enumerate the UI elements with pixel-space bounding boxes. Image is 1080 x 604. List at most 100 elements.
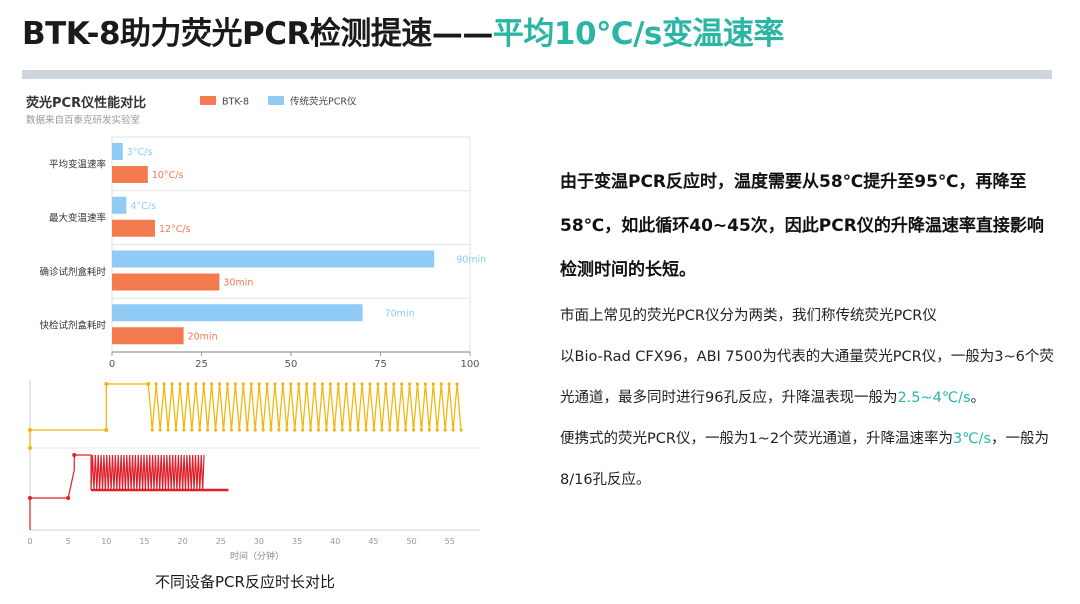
trace-point <box>309 428 313 432</box>
trace-point <box>28 446 32 450</box>
time-tick-label: 35 <box>292 537 302 546</box>
portable-text: 便携式的荧光PCR仪，一般为1~2个荧光通道，升降温速率为 <box>560 431 954 447</box>
trace-point <box>451 428 455 432</box>
traditional-end: 。 <box>970 390 986 406</box>
trace-point <box>447 382 451 386</box>
header-divider <box>22 70 1052 79</box>
trace-point <box>305 382 309 386</box>
bar <box>112 327 184 345</box>
trace-point <box>439 382 443 386</box>
trace-point <box>253 428 257 432</box>
traditional-text: 以Bio-Rad CFX96，ABI 7500为代表的大通量荧光PCR仪，一般为… <box>560 349 1054 406</box>
bar <box>112 273 220 291</box>
trace-point <box>312 382 317 386</box>
trace-point <box>400 382 404 386</box>
trace-point <box>72 453 77 457</box>
trace-point <box>388 428 392 432</box>
trace-point <box>154 382 158 386</box>
bar-value-label: 30min <box>223 278 253 289</box>
trace-point <box>198 428 202 432</box>
trace-point <box>435 428 439 432</box>
x-tick-label: 0 <box>109 359 115 370</box>
time-tick-label: 40 <box>330 537 340 546</box>
legend-label-1: 传统荧光PCR仪 <box>290 96 357 108</box>
trace-point <box>411 428 416 432</box>
trace-point <box>316 428 321 432</box>
legend-label-0: BTK-8 <box>222 97 249 108</box>
trace-point <box>281 382 285 386</box>
trace-point <box>265 382 269 386</box>
trace-point <box>419 428 424 432</box>
time-axis-label: 时间（分钟） <box>230 550 284 562</box>
trace-point <box>360 382 364 386</box>
trace-point <box>182 428 186 432</box>
trace-point <box>443 428 447 432</box>
trace-point <box>233 382 237 386</box>
paragraph-types: 市面上常见的荧光PCR仪分为两类，我们称传统荧光PCR仪 <box>560 308 937 324</box>
paragraph-traditional: 以Bio-Rad CFX96，ABI 7500为代表的大通量荧光PCR仪，一般为… <box>560 337 1060 419</box>
trace-point <box>340 428 344 432</box>
temperature-trace <box>29 454 205 530</box>
trace-point <box>328 382 332 386</box>
trace-point <box>162 382 166 386</box>
bar <box>112 219 155 237</box>
trace-point <box>257 382 261 386</box>
trace-point <box>324 428 329 432</box>
trace-point <box>392 382 396 386</box>
trace-point <box>202 382 206 386</box>
description-text: 由于变温PCR反应时，温度需要从58℃提升至95℃，再降至58℃，如此循环40~… <box>560 160 1060 501</box>
bar-value-label: 12°C/s <box>159 224 191 235</box>
trace-point <box>372 428 376 432</box>
bar <box>112 250 435 268</box>
trace-point <box>178 382 182 386</box>
trace-point <box>221 428 226 432</box>
trace-point <box>396 428 400 432</box>
time-tick-label: 5 <box>66 537 71 546</box>
trace-point <box>28 496 32 500</box>
trace-point <box>431 382 435 386</box>
trace-point <box>66 496 71 500</box>
trace-point <box>404 428 408 432</box>
trace-point <box>104 428 109 432</box>
time-tick-label: 0 <box>27 537 32 546</box>
bar-value-label: 90min <box>456 255 486 266</box>
time-tick-label: 50 <box>406 537 416 546</box>
time-tick-label: 25 <box>216 537 226 546</box>
time-tick-label: 15 <box>139 537 149 546</box>
temperature-trace <box>29 383 462 448</box>
bar-value-label: 4°C/s <box>130 201 156 212</box>
trace-point <box>273 382 277 386</box>
trace-point <box>289 382 293 386</box>
bar-value-label: 10°C/s <box>152 170 184 181</box>
temperature-cycle-chart: 0 5 10 15 20 25 30 35 40 45 50 55 时间（分钟） <box>27 380 480 562</box>
time-tick-label: 20 <box>178 537 188 546</box>
title-accent: 平均10℃/s变温速率 <box>492 16 784 52</box>
trace-point <box>104 382 109 386</box>
time-tick-label: 30 <box>254 537 264 546</box>
category-label: 平均变温速率 <box>49 158 107 170</box>
trace-point <box>380 428 384 432</box>
time-tick-label: 45 <box>368 537 378 546</box>
trace-point <box>297 382 301 386</box>
bar <box>112 143 123 160</box>
trace-point <box>320 382 325 386</box>
bar-chart-subtitle: 数据来自百泰克研发实验室 <box>26 114 140 126</box>
category-label: 最大变温速率 <box>49 212 107 224</box>
x-tick-label: 75 <box>374 359 387 370</box>
trace-point <box>336 382 340 386</box>
trace-point <box>455 382 459 386</box>
trace-point <box>210 382 214 386</box>
trace-point <box>225 382 230 386</box>
trace-point <box>332 428 336 432</box>
portable-rate: 3℃/s <box>953 431 991 447</box>
chart-caption: 不同设备PCR反应时长对比 <box>155 573 335 591</box>
trace-point <box>186 382 190 386</box>
trace-point <box>384 382 388 386</box>
title-main: BTK-8助力荧光PCR检测提速—— <box>22 16 493 52</box>
bar-value-label: 3°C/s <box>127 147 153 158</box>
x-tick-label: 100 <box>460 359 479 370</box>
trace-point <box>166 428 170 432</box>
trace-point <box>261 428 265 432</box>
trace-point <box>174 428 178 432</box>
